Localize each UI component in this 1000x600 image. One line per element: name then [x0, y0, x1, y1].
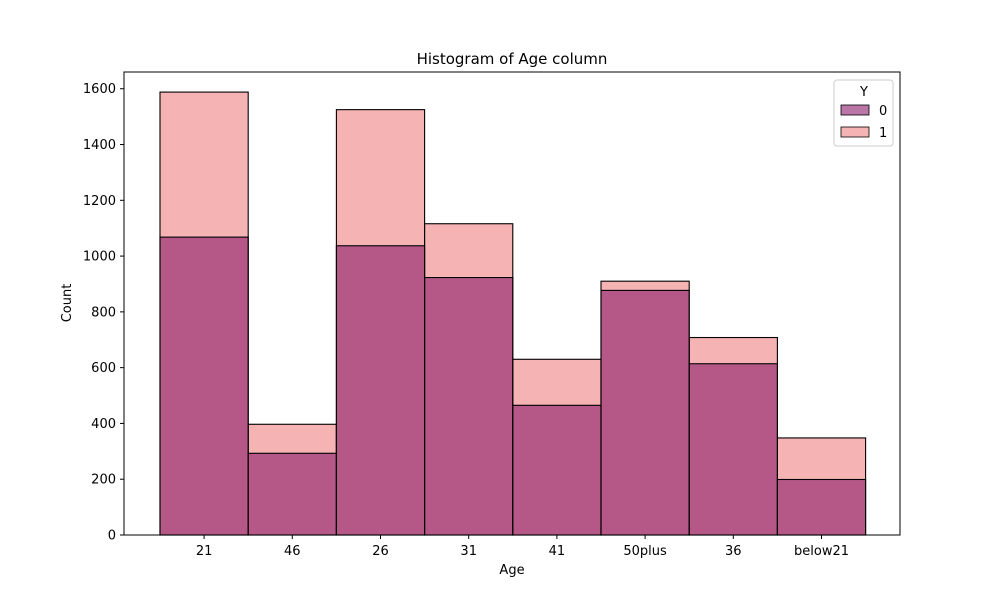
bar-y0-21: [159, 236, 249, 536]
plot-frame: [123, 71, 901, 536]
x-tick-label-21: 21: [196, 544, 213, 559]
x-axis-label: Age: [499, 563, 524, 578]
y-tick-label-1000: 1000: [83, 250, 116, 265]
x-tick-label-36: 36: [725, 544, 742, 559]
legend-swatch-1: [840, 126, 870, 138]
bar-y0-46: [247, 452, 337, 536]
x-tick-label-50plus: 50plus: [623, 544, 667, 559]
bar-y0-41: [512, 404, 602, 536]
x-tick-label-26: 26: [372, 544, 389, 559]
y-axis: 0 200 400 600 800 1000 1200 1400 1600: [83, 82, 124, 544]
bars-group: [159, 91, 867, 536]
y-axis-label: Count: [60, 284, 75, 323]
y-tick-label-0: 0: [108, 529, 116, 544]
x-tick-label-below21: below21: [794, 544, 849, 559]
bar-y0-below21: [776, 478, 867, 536]
y-tick-label-1600: 1600: [83, 82, 116, 97]
legend: Y 0 1: [833, 79, 894, 147]
x-tick-label-31: 31: [460, 544, 477, 559]
legend-label-1: 1: [879, 126, 887, 141]
y-tick-label-800: 800: [91, 305, 116, 320]
y-tick-label-400: 400: [91, 417, 116, 432]
legend-title: Y: [859, 85, 868, 100]
legend-swatch-0: [840, 104, 870, 116]
bar-y0-50plus: [600, 289, 690, 536]
bar-y0-31: [424, 277, 514, 536]
x-axis: 21 46 26 31 41 50plus 36 below21: [196, 535, 849, 559]
x-tick-label-46: 46: [284, 544, 301, 559]
y-tick-label-200: 200: [91, 473, 116, 488]
y-tick-label-1200: 1200: [83, 194, 116, 209]
x-tick-label-41: 41: [549, 544, 566, 559]
bar-y0-26: [335, 245, 426, 536]
y-tick-label-600: 600: [91, 361, 116, 376]
bar-y0-36: [688, 363, 778, 536]
y-tick-label-1400: 1400: [83, 138, 116, 153]
legend-label-0: 0: [879, 104, 887, 119]
chart-title: Histogram of Age column: [417, 50, 608, 68]
